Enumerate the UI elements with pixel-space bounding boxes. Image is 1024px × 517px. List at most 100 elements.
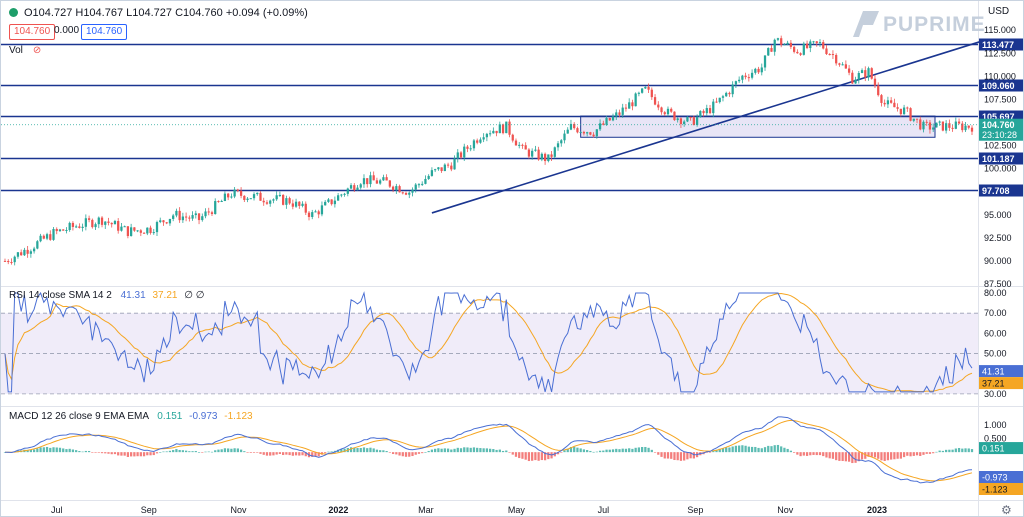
macd-histogram-bar bbox=[569, 446, 573, 453]
settings-gear-icon[interactable]: ⚙ bbox=[1001, 503, 1012, 517]
macd-histogram-bar bbox=[120, 452, 123, 456]
candle-body bbox=[13, 256, 16, 263]
macd-histogram-bar bbox=[172, 450, 175, 453]
price-tick-label: 95.000 bbox=[984, 210, 1012, 220]
candle-body bbox=[317, 211, 320, 215]
candle-body bbox=[269, 200, 272, 204]
candle-body bbox=[495, 130, 498, 134]
macd-histogram-bar bbox=[935, 451, 938, 453]
candle-body bbox=[223, 193, 227, 202]
candle-body bbox=[932, 127, 935, 130]
macd-histogram-bar bbox=[123, 452, 126, 456]
macd-histogram-bar bbox=[227, 448, 230, 453]
candle-body bbox=[786, 42, 789, 45]
macd-histogram-bar bbox=[576, 447, 579, 453]
macd-histogram-bar bbox=[524, 452, 527, 460]
candle-body bbox=[944, 123, 948, 131]
candle-body bbox=[773, 39, 776, 52]
candle-body bbox=[476, 140, 479, 143]
macd-histogram-bar bbox=[640, 446, 644, 453]
macd-histogram-bar bbox=[375, 449, 379, 453]
candle-body bbox=[107, 221, 110, 223]
rsi-sma-tag-label: 37.21 bbox=[982, 379, 1005, 389]
macd-histogram-bar bbox=[333, 450, 337, 453]
macd-histogram-bar bbox=[298, 452, 301, 456]
macd-histogram-bar bbox=[757, 447, 760, 453]
rsi-tick-label: 80.00 bbox=[984, 288, 1007, 298]
sell-price-box[interactable]: 104.760 bbox=[9, 24, 56, 40]
candle-body bbox=[382, 177, 385, 181]
rsi-tick-label: 30.00 bbox=[984, 389, 1007, 399]
price-tick-label: 110.000 bbox=[984, 71, 1016, 81]
symbol-dot-icon[interactable] bbox=[9, 8, 18, 17]
candle-body bbox=[155, 222, 159, 233]
trend-line[interactable] bbox=[431, 40, 982, 214]
rsi-flags: ∅ ∅ bbox=[184, 290, 205, 301]
macd-histogram-bar bbox=[382, 450, 385, 453]
macd-histogram-bar bbox=[831, 452, 835, 459]
candle-body bbox=[964, 125, 967, 131]
candle-body bbox=[556, 143, 560, 148]
candle-body bbox=[282, 194, 285, 205]
support-resistance-zone[interactable] bbox=[580, 115, 936, 138]
macd-histogram-bar bbox=[288, 452, 291, 456]
candle-body bbox=[967, 125, 970, 128]
price-tick-label: 92.500 bbox=[984, 233, 1012, 243]
macd-histogram-bar bbox=[505, 450, 508, 453]
macd-histogram-bar bbox=[408, 452, 411, 457]
macd-histogram-bar bbox=[928, 452, 932, 454]
macd-histogram-bar bbox=[906, 452, 909, 456]
candle-body bbox=[472, 140, 476, 149]
buy-price-box[interactable]: 104.760 bbox=[81, 24, 128, 40]
candle-body bbox=[440, 167, 443, 172]
candle-body bbox=[805, 43, 809, 49]
macd-histogram-bar bbox=[961, 448, 964, 453]
macd-histogram-bar bbox=[796, 452, 799, 455]
macd-histogram-bar bbox=[91, 452, 94, 453]
macd-histogram-bar bbox=[252, 452, 256, 453]
candle-body bbox=[501, 124, 505, 134]
macd-signal-line bbox=[5, 419, 973, 482]
macd-histogram-bar bbox=[670, 452, 673, 459]
macd-signal-tag-label: -1.123 bbox=[982, 485, 1008, 495]
candle-body bbox=[236, 189, 239, 191]
candle-body bbox=[201, 216, 204, 221]
macd-histogram-bar bbox=[770, 446, 773, 453]
macd-histogram-bar bbox=[100, 452, 104, 454]
candle-body bbox=[492, 130, 495, 134]
macd-histogram-bar bbox=[592, 451, 595, 453]
macd-histogram-bar bbox=[883, 452, 886, 461]
macd-histogram-bar bbox=[36, 448, 39, 453]
candle-body bbox=[919, 119, 922, 130]
macd-histogram-bar bbox=[391, 452, 395, 455]
time-axis-label: Mar bbox=[418, 505, 434, 515]
candle-body bbox=[670, 108, 673, 112]
macd-histogram-bar bbox=[773, 445, 776, 453]
macd-line-tag bbox=[979, 471, 1023, 483]
currency-label: USD bbox=[988, 6, 1010, 17]
level-price-label: 109.060 bbox=[982, 81, 1015, 91]
candle-body bbox=[783, 44, 786, 46]
macd-histogram-bar bbox=[708, 452, 712, 453]
macd-histogram-bar bbox=[239, 449, 243, 453]
candle-body bbox=[573, 123, 576, 129]
rsi-band-fill bbox=[1, 313, 978, 394]
macd-histogram-bar bbox=[301, 452, 304, 456]
volume-hidden-icon[interactable]: ⊘ bbox=[32, 45, 42, 56]
macd-hist-tag bbox=[979, 442, 1023, 455]
macd-histogram-bar bbox=[744, 445, 747, 453]
macd-histogram-bar bbox=[311, 452, 314, 457]
candle-body bbox=[100, 217, 104, 225]
time-axis-label: 2023 bbox=[867, 505, 887, 515]
macd-histogram-bar bbox=[210, 451, 214, 453]
candle-body bbox=[311, 212, 314, 217]
macd-histogram-bar bbox=[81, 451, 84, 453]
macd-histogram-bar bbox=[689, 452, 692, 459]
candle-body bbox=[152, 232, 155, 234]
candle-body bbox=[81, 226, 84, 228]
macd-histogram-bar bbox=[107, 452, 110, 454]
candle-body bbox=[534, 149, 537, 151]
candle-body bbox=[838, 63, 841, 65]
